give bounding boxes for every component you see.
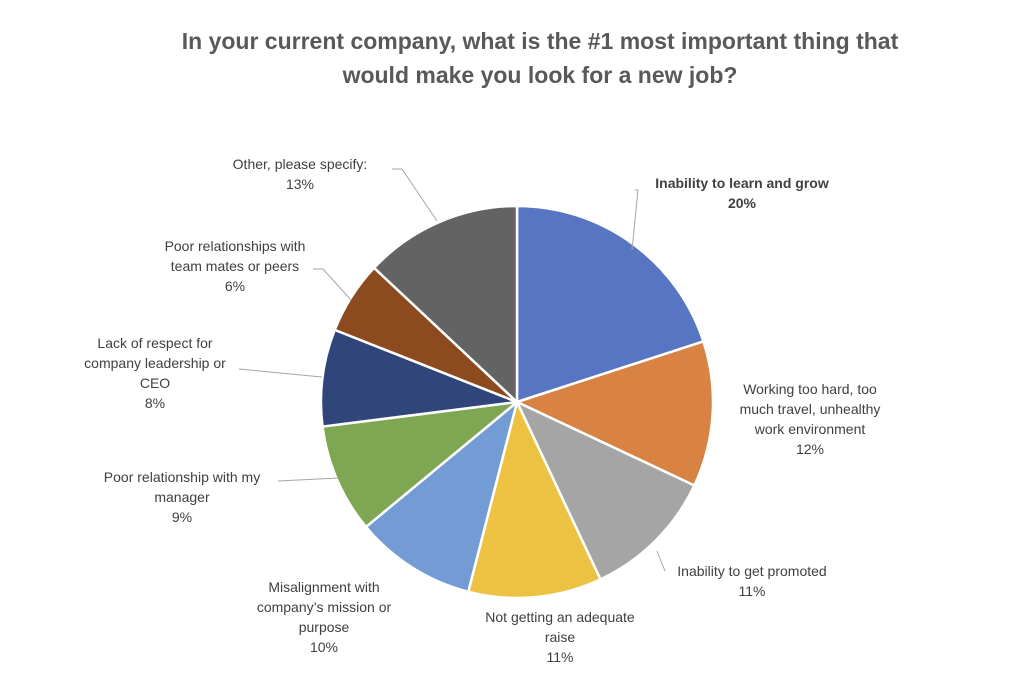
pie-slice-6 <box>321 400 519 529</box>
data-label-text: raise <box>545 629 576 645</box>
leader-line-8 <box>313 268 352 301</box>
data-label-value: 11% <box>739 583 766 599</box>
data-label-text: manager <box>154 489 210 505</box>
data-label-2: Working too hard, too much travel, unheal… <box>740 381 881 457</box>
chart-title: In your current company, what is the #1 … <box>140 24 940 92</box>
pie-slice-4 <box>467 400 602 600</box>
data-labels: Inability to learn and grow 20% Working to… <box>84 156 880 665</box>
leader-lines <box>238 168 666 572</box>
data-label-4: Not getting an adequate raise 11% <box>485 609 635 665</box>
pie-slice-3 <box>515 400 696 581</box>
chart-title-line-2: would make you look for a new job? <box>342 62 738 88</box>
data-label-text: company leadership or <box>84 355 226 371</box>
pie-slice-5 <box>364 400 519 594</box>
data-label-text: team mates or peers <box>171 258 299 274</box>
data-label-value: 20% <box>728 195 757 211</box>
data-label-text: company’s mission or <box>257 599 392 615</box>
data-label-value: 12% <box>796 441 824 457</box>
data-label-value: 8% <box>145 395 165 411</box>
data-label-value: 6% <box>225 278 245 294</box>
data-label-3: Inability to get promoted 11% <box>677 563 826 599</box>
data-label-text: Inability to learn and grow <box>655 175 829 191</box>
data-label-value: 10% <box>310 639 338 655</box>
data-label-value: 11% <box>547 649 574 665</box>
leader-line-3 <box>656 550 666 572</box>
pie-slice-7 <box>319 328 519 428</box>
data-label-text: purpose <box>299 619 350 635</box>
data-label-1: Inability to learn and grow 20% <box>655 175 829 211</box>
data-label-value: 9% <box>172 509 192 525</box>
data-label-text: Poor relationship with my <box>104 469 260 485</box>
data-label-7: Lack of respect for company leadership or… <box>84 335 226 411</box>
data-label-5: Misalignment with company’s mission or pur… <box>257 579 392 655</box>
data-label-9: Other, please specify: 13% <box>233 156 368 192</box>
data-label-text: Working too hard, too <box>743 381 877 397</box>
pie-slice-2 <box>515 340 715 487</box>
data-label-6: Poor relationship with my manager 9% <box>104 469 260 525</box>
data-label-text: CEO <box>140 375 170 391</box>
data-label-text: much travel, unhealthy <box>740 401 881 417</box>
pie-slice-9 <box>372 204 519 404</box>
data-label-value: 13% <box>286 176 314 192</box>
data-label-text: Not getting an adequate <box>485 609 635 625</box>
data-label-8: Poor relationships with team mates or pee… <box>165 238 306 294</box>
leader-line-9 <box>392 168 438 222</box>
chart-title-line-1: In your current company, what is the #1 … <box>181 28 899 54</box>
data-label-text: Lack of respect for <box>97 335 213 351</box>
data-label-text: Poor relationships with <box>165 238 306 254</box>
pie-slices <box>319 204 715 600</box>
data-label-text: Other, please specify: <box>233 156 368 172</box>
leader-line-6 <box>277 477 339 482</box>
data-label-text: Inability to get promoted <box>677 563 826 579</box>
data-label-text: Misalignment with <box>268 579 379 595</box>
data-label-text: work environment <box>754 421 866 437</box>
leader-line-7 <box>238 368 323 378</box>
leader-line-1 <box>631 189 639 251</box>
